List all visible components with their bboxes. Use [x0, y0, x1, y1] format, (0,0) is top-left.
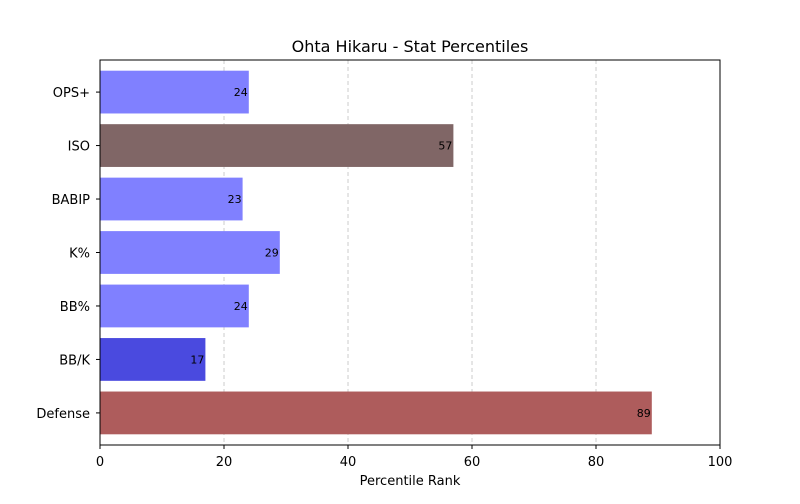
- bar: [100, 177, 243, 221]
- bar-value-label: 24: [234, 86, 248, 99]
- x-tick-label: 0: [96, 455, 104, 470]
- y-tick-label: BABIP: [52, 193, 91, 208]
- bar-value-label: 57: [438, 140, 452, 153]
- bar: [100, 124, 454, 167]
- y-tick-label: BB/K: [59, 353, 90, 368]
- bar-value-label: 24: [234, 300, 248, 313]
- x-tick-label: 60: [464, 455, 481, 470]
- y-tick-label: K%: [69, 247, 90, 262]
- y-tick-label: OPS+: [53, 86, 90, 101]
- x-axis-label: Percentile Rank: [360, 474, 461, 489]
- y-tick-label: ISO: [68, 140, 90, 155]
- bar-value-label: 17: [190, 353, 204, 366]
- bar: [100, 70, 249, 114]
- x-tick-label: 20: [216, 455, 233, 470]
- y-axis-ticks: OPS+ ISO BABIP K% BB% BB/K Defense: [36, 86, 100, 422]
- bar: [100, 391, 652, 435]
- bar: [100, 284, 249, 328]
- x-tick-label: 40: [340, 455, 357, 470]
- x-tick-label: 80: [588, 455, 605, 470]
- x-axis-ticks: 0 20 40 60 80 100: [96, 445, 733, 470]
- bar-value-label: 29: [265, 247, 279, 260]
- bar: [100, 338, 206, 381]
- bar-value-label: 89: [637, 407, 651, 420]
- y-tick-label: Defense: [36, 407, 90, 422]
- chart-title: Ohta Hikaru - Stat Percentiles: [292, 37, 529, 56]
- bar: [100, 231, 280, 274]
- bars: 24 57 23 29 24 17 89: [100, 70, 652, 435]
- x-tick-label: 100: [708, 455, 733, 470]
- y-tick-label: BB%: [60, 300, 90, 315]
- bar-value-label: 23: [228, 193, 242, 206]
